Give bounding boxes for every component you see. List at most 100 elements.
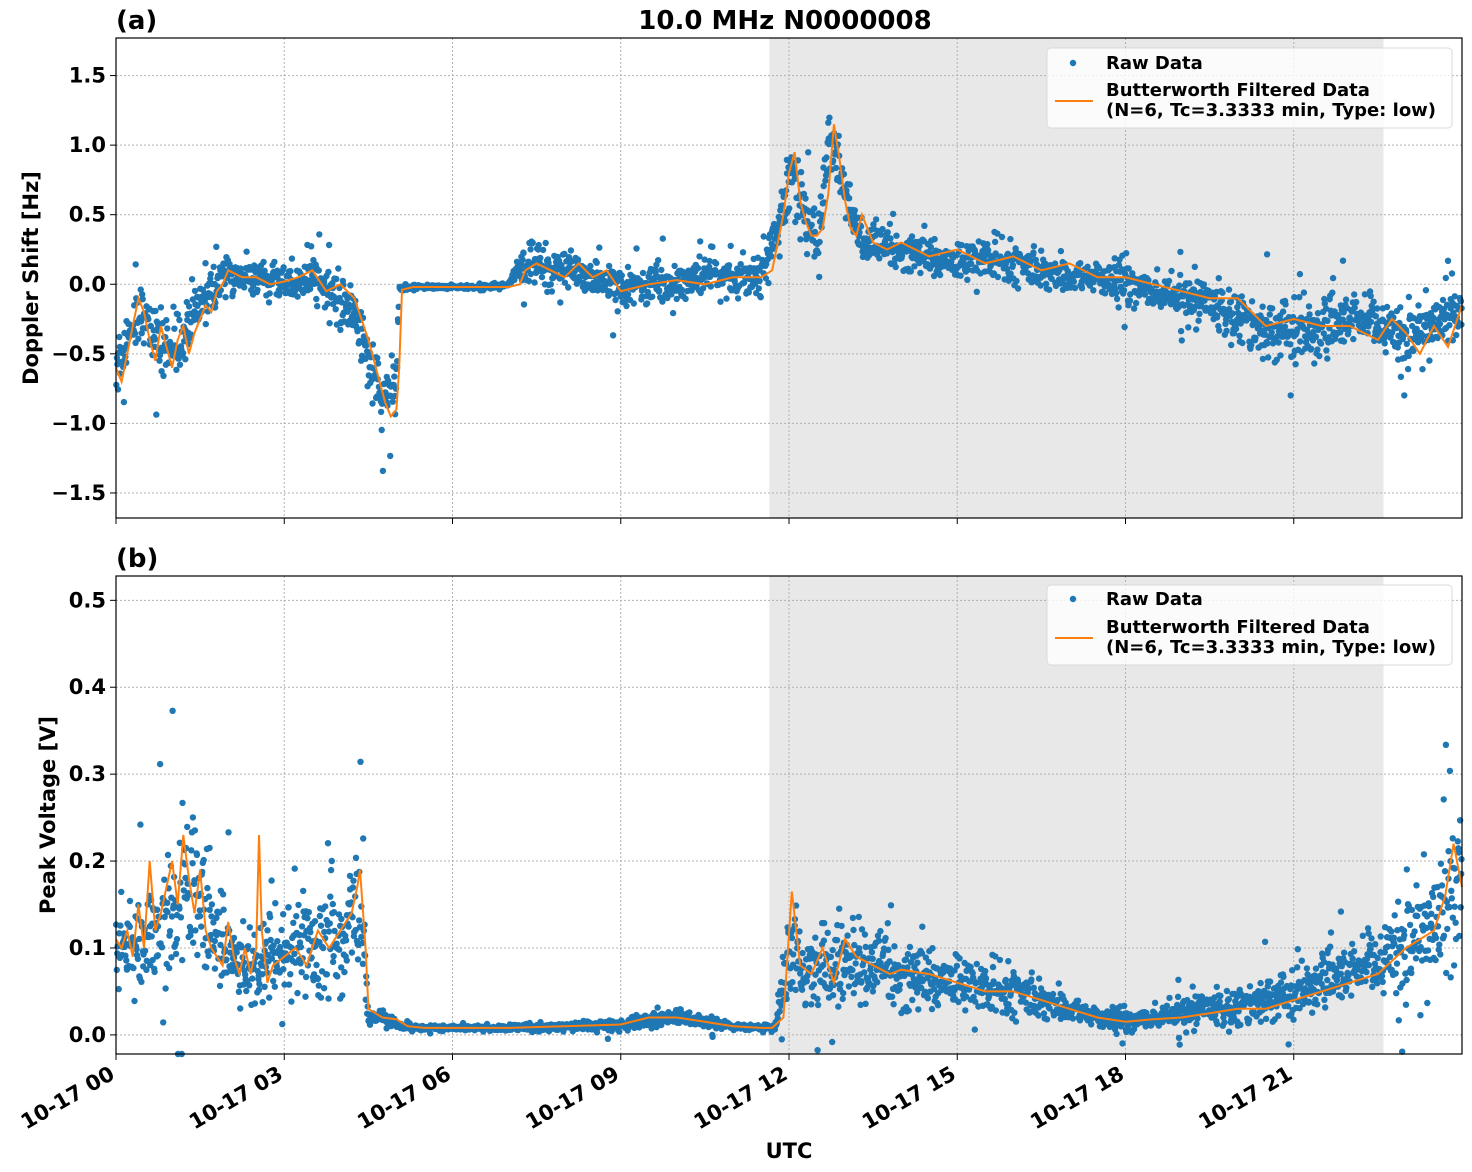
raw-point xyxy=(822,177,829,184)
raw-point xyxy=(798,181,805,188)
raw-point xyxy=(699,285,707,292)
raw-point xyxy=(357,758,364,765)
raw-point xyxy=(877,927,884,935)
raw-point xyxy=(1074,997,1082,1004)
raw-point xyxy=(324,300,331,307)
raw-point xyxy=(1216,998,1223,1005)
raw-point xyxy=(851,207,858,214)
raw-point xyxy=(990,978,997,985)
raw-point xyxy=(237,1005,244,1012)
panel-b-label: (b) xyxy=(116,544,158,574)
raw-point xyxy=(1353,298,1360,306)
raw-point xyxy=(335,265,342,272)
raw-point xyxy=(1263,316,1270,324)
raw-point xyxy=(1084,263,1091,270)
raw-point xyxy=(1119,1040,1126,1047)
raw-point xyxy=(902,956,910,963)
raw-point xyxy=(614,308,621,315)
raw-point xyxy=(137,318,145,325)
raw-point xyxy=(808,1001,815,1008)
raw-point xyxy=(1307,345,1315,352)
raw-point xyxy=(891,943,898,950)
raw-point xyxy=(334,973,341,980)
raw-point xyxy=(527,270,535,278)
raw-point xyxy=(1111,255,1118,262)
raw-point xyxy=(745,289,752,296)
raw-point xyxy=(857,1001,864,1008)
raw-point xyxy=(1268,329,1275,336)
y-tick-label: −1.0 xyxy=(51,411,106,435)
raw-point xyxy=(213,243,220,250)
raw-point xyxy=(1312,333,1320,340)
raw-point xyxy=(915,1006,922,1013)
raw-point xyxy=(177,914,185,921)
raw-point xyxy=(1193,326,1200,333)
raw-point xyxy=(527,246,534,253)
raw-point xyxy=(304,915,311,922)
raw-point xyxy=(1028,969,1036,976)
raw-point xyxy=(131,997,138,1005)
raw-point xyxy=(908,233,916,240)
raw-point xyxy=(313,961,320,969)
raw-point xyxy=(1194,1015,1201,1022)
raw-point xyxy=(1351,291,1358,298)
raw-point xyxy=(325,268,332,276)
raw-point xyxy=(1457,298,1465,305)
raw-point xyxy=(577,273,584,280)
raw-point xyxy=(877,231,885,238)
raw-point xyxy=(151,336,159,343)
raw-point xyxy=(136,935,143,943)
raw-point xyxy=(852,960,859,967)
raw-point xyxy=(967,260,975,267)
raw-point xyxy=(1275,1012,1282,1019)
raw-point xyxy=(293,913,300,920)
raw-point xyxy=(330,953,337,960)
raw-point xyxy=(126,897,134,905)
raw-point xyxy=(1030,243,1038,250)
raw-point xyxy=(875,937,883,944)
raw-point xyxy=(786,205,793,212)
raw-point xyxy=(1394,344,1402,351)
raw-point xyxy=(796,928,803,935)
raw-point xyxy=(557,299,564,306)
raw-point xyxy=(1225,306,1233,313)
raw-point xyxy=(1259,355,1267,363)
raw-point xyxy=(887,902,895,909)
raw-point xyxy=(246,982,253,989)
raw-point xyxy=(191,827,199,834)
raw-point xyxy=(1430,314,1437,321)
raw-point xyxy=(1032,256,1040,264)
raw-point xyxy=(251,1000,259,1007)
raw-point xyxy=(1287,392,1294,399)
raw-point xyxy=(982,975,990,982)
raw-point xyxy=(529,239,536,246)
raw-point xyxy=(1329,274,1337,282)
raw-point xyxy=(1012,1018,1020,1025)
raw-point xyxy=(350,877,357,884)
raw-point xyxy=(211,937,218,945)
raw-point xyxy=(345,923,352,930)
raw-point xyxy=(208,901,216,908)
raw-point xyxy=(1090,287,1097,294)
raw-point xyxy=(1082,1003,1089,1010)
raw-point xyxy=(207,270,214,278)
raw-point xyxy=(924,995,932,1002)
raw-point xyxy=(1324,317,1331,324)
raw-point xyxy=(962,1007,969,1014)
raw-point xyxy=(346,304,353,312)
raw-point xyxy=(354,328,361,335)
raw-point xyxy=(1074,1002,1081,1010)
raw-point xyxy=(1415,302,1422,309)
raw-point xyxy=(265,299,273,306)
raw-point xyxy=(1223,327,1230,334)
raw-point xyxy=(911,263,918,270)
raw-point xyxy=(1101,290,1109,297)
raw-point xyxy=(295,901,302,909)
raw-point xyxy=(1279,308,1287,315)
raw-point xyxy=(1305,998,1313,1005)
raw-point xyxy=(892,263,899,271)
raw-point xyxy=(168,913,176,920)
raw-point xyxy=(347,282,354,289)
raw-point xyxy=(919,923,926,930)
raw-point xyxy=(230,934,238,942)
